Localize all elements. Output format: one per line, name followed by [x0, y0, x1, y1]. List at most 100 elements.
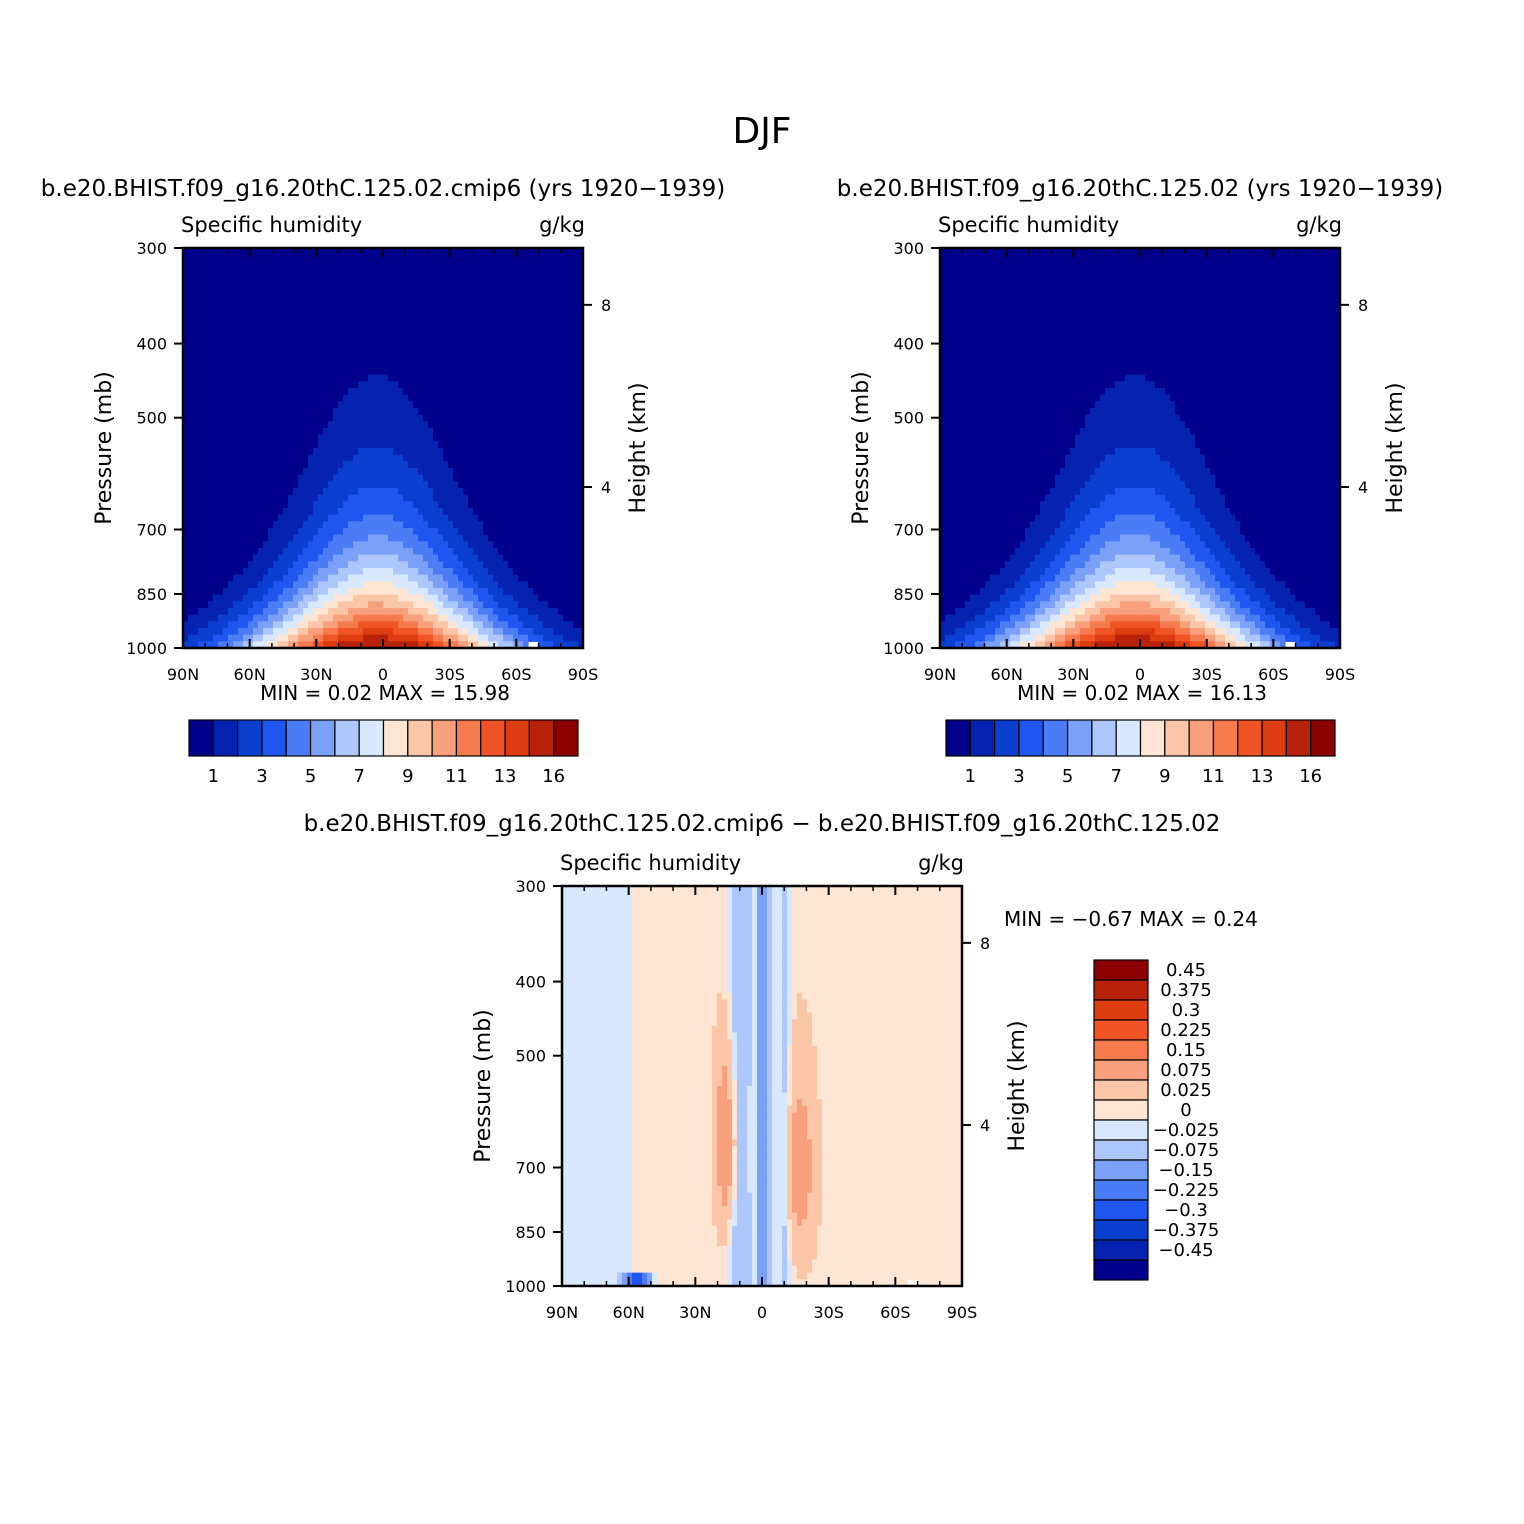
contour-cell	[498, 248, 504, 256]
contour-cell	[238, 528, 244, 536]
y-tick-label: 300	[136, 239, 167, 258]
contour-cell	[573, 594, 579, 602]
contour-cell	[493, 554, 499, 562]
contour-cell	[518, 494, 524, 502]
contour-cell	[358, 548, 364, 556]
contour-cell	[233, 454, 239, 462]
contour-cell	[268, 374, 274, 382]
contour-cell	[293, 568, 299, 576]
contour-cell	[478, 514, 484, 522]
contour-cell	[413, 501, 419, 509]
contour-cell	[523, 454, 529, 462]
contour-cell	[423, 274, 429, 282]
contour-cell	[253, 261, 259, 269]
contour-cell	[503, 348, 509, 356]
contour-cell	[398, 348, 404, 356]
contour-cell	[318, 521, 324, 529]
contour-cell	[238, 574, 244, 582]
contour-cell	[238, 281, 244, 289]
contour-cell	[533, 494, 539, 502]
contour-cell	[403, 528, 409, 536]
contour-cell	[368, 601, 374, 609]
contour-cell	[288, 601, 294, 609]
contour-cell	[573, 614, 579, 622]
contour-cell	[258, 601, 264, 609]
contour-cell	[378, 254, 384, 262]
contour-cell	[343, 494, 349, 502]
contour-cell	[273, 521, 279, 529]
contour-cell	[528, 254, 534, 262]
contour-cell	[493, 621, 499, 629]
contour-cell	[403, 381, 409, 389]
contour-cell	[493, 281, 499, 289]
contour-cell	[188, 288, 194, 296]
contour-cell	[383, 494, 389, 502]
contour-cell	[518, 614, 524, 622]
contour-cell	[468, 468, 474, 476]
contour-cell	[548, 408, 554, 416]
contour-cell	[493, 488, 499, 496]
contour-cell	[388, 268, 394, 276]
contour-cell	[243, 508, 249, 516]
contour-cell	[213, 581, 219, 589]
contour-cell	[428, 401, 434, 409]
contour-cell	[273, 634, 279, 642]
contour-cell	[528, 341, 534, 349]
contour-cell	[413, 321, 419, 329]
contour-cell	[278, 461, 284, 469]
contour-cell	[288, 441, 294, 449]
contour-cell	[1245, 248, 1251, 256]
contour-cell	[348, 348, 354, 356]
contour-cell	[223, 461, 229, 469]
contour-cell	[568, 294, 574, 302]
contour-cell	[398, 288, 404, 296]
contour-cell	[388, 588, 394, 596]
contour-cell	[213, 434, 219, 442]
contour-cell	[278, 248, 284, 256]
contour-cell	[483, 274, 489, 282]
contour-cell	[458, 508, 464, 516]
contour-cell	[193, 468, 199, 476]
contour-cell	[238, 334, 244, 342]
contour-cell	[213, 474, 219, 482]
contour-cell	[503, 374, 509, 382]
contour-cell	[443, 461, 449, 469]
y-tick-label: 1000	[126, 639, 167, 658]
contour-cell	[208, 341, 214, 349]
contour-cell	[263, 314, 269, 322]
contour-cell	[473, 501, 479, 509]
contour-cell	[563, 488, 569, 496]
contour-cell	[533, 254, 539, 262]
contour-cell	[503, 541, 509, 549]
contour-cell	[408, 268, 414, 276]
contour-cell	[548, 581, 554, 589]
contour-cell	[363, 621, 369, 629]
contour-cell	[1120, 248, 1126, 256]
contour-cell	[193, 388, 199, 396]
contour-cell	[548, 534, 554, 542]
contour-cell	[248, 261, 254, 269]
contour-cell	[393, 348, 399, 356]
contour-cell	[498, 348, 504, 356]
contour-cell	[228, 348, 234, 356]
contour-cell	[528, 281, 534, 289]
contour-cell	[328, 394, 334, 402]
contour-cell	[343, 314, 349, 322]
contour-cell	[423, 521, 429, 529]
contour-cell	[468, 568, 474, 576]
contour-cell	[218, 408, 224, 416]
contour-cell	[538, 448, 544, 456]
contour-cell	[273, 374, 279, 382]
contour-cell	[288, 488, 294, 496]
contour-cell	[403, 521, 409, 529]
contour-cell	[368, 421, 374, 429]
contour-cell	[413, 428, 419, 436]
contour-cell	[248, 628, 254, 636]
colorbar-box	[480, 719, 506, 757]
contour-cell	[468, 321, 474, 329]
contour-cell	[1105, 248, 1111, 256]
contour-cell	[278, 374, 284, 382]
contour-cell	[208, 281, 214, 289]
contour-cell	[513, 548, 519, 556]
contour-cell	[378, 374, 384, 382]
